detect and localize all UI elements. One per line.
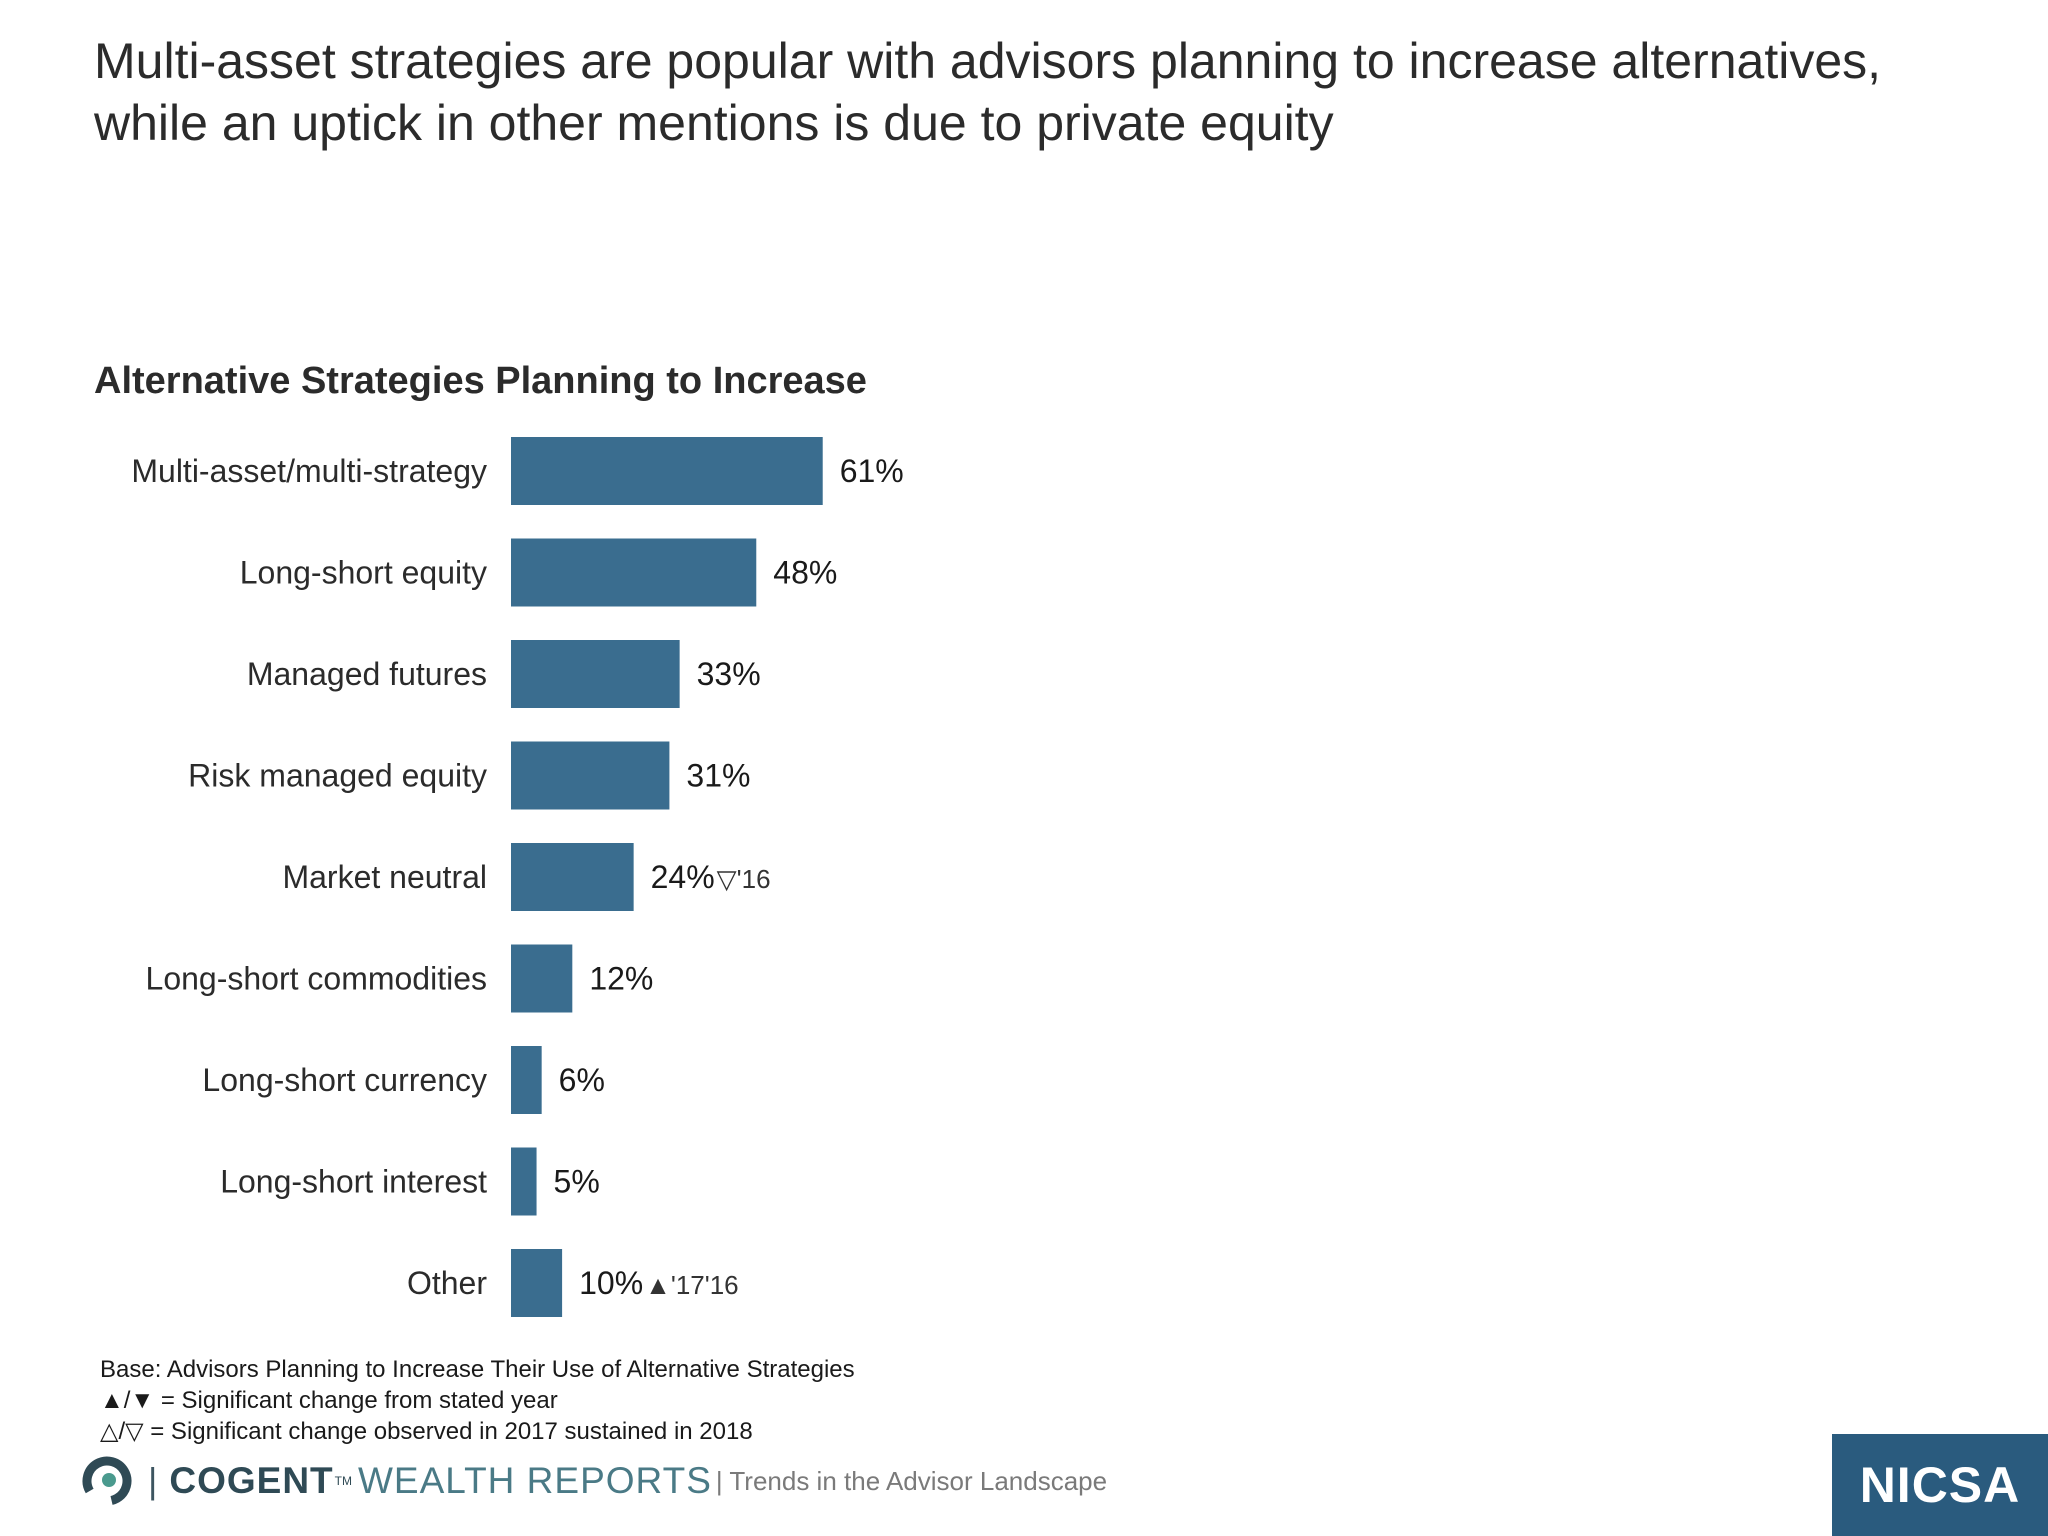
value-label: 24%▽'16: [651, 859, 771, 895]
brand-trademark: TM: [334, 1474, 352, 1488]
nicsa-logo: NICSA: [1832, 1434, 2048, 1536]
value-label: 33%: [697, 656, 761, 692]
headline-line-2: while an uptick in other mentions is due…: [94, 95, 1334, 151]
category-label: Long-short currency: [202, 1062, 487, 1098]
value-label: 6%: [559, 1062, 605, 1098]
category-label: Long-short interest: [220, 1164, 487, 1200]
chart-title: Alternative Strategies Planning to Incre…: [94, 360, 867, 402]
value-label: 12%: [589, 961, 653, 997]
bar: [511, 944, 573, 1013]
value-label: 5%: [554, 1164, 600, 1200]
bar: [511, 437, 823, 505]
value-label: 61%: [840, 453, 904, 489]
chart-notes: Base: Advisors Planning to Increase Thei…: [100, 1354, 855, 1447]
cogent-logo-icon: [82, 1456, 132, 1506]
footer-tagline: | Trends in the Advisor Landscape: [715, 1465, 1108, 1496]
page-headline: Multi-asset strategies are popular with …: [94, 30, 1974, 154]
legend-note-outline: △/▽ = Significant change observed in 201…: [100, 1418, 753, 1445]
value-label: 48%: [773, 555, 837, 591]
category-label: Multi-asset/multi-strategy: [131, 453, 487, 489]
significance-marker: ▽'16: [717, 864, 771, 894]
value-label: 31%: [686, 758, 750, 794]
bar: [511, 640, 680, 708]
bar: [511, 1046, 542, 1114]
legend-note-solid: ▲/▼ = Significant change from stated yea…: [100, 1387, 558, 1414]
bar: [511, 741, 670, 810]
bar: [511, 538, 757, 607]
headline-line-1: Multi-asset strategies are popular with …: [94, 33, 1882, 89]
bar: [511, 843, 634, 911]
bar: [511, 1147, 537, 1216]
brand-subtitle: WEALTH REPORTS: [357, 1460, 712, 1501]
category-label: Managed futures: [247, 656, 487, 692]
category-label: Market neutral: [282, 859, 487, 895]
brand-name: COGENT: [169, 1460, 334, 1501]
value-label: 10%▲'17'16: [579, 1265, 739, 1301]
category-label: Other: [407, 1265, 487, 1301]
footer: | COGENT TM WEALTH REPORTS | Trends in t…: [80, 1454, 1200, 1508]
category-label: Long-short equity: [240, 555, 487, 591]
category-label: Risk managed equity: [188, 758, 487, 794]
base-note: Base: Advisors Planning to Increase Thei…: [100, 1356, 855, 1383]
category-label: Long-short commodities: [146, 961, 487, 997]
bar-chart: Multi-asset/multi-strategy 61% Long-short …: [131, 437, 904, 1317]
significance-marker: ▲'17'16: [645, 1270, 739, 1300]
footer-separator: |: [148, 1460, 158, 1501]
bar: [511, 1249, 563, 1317]
